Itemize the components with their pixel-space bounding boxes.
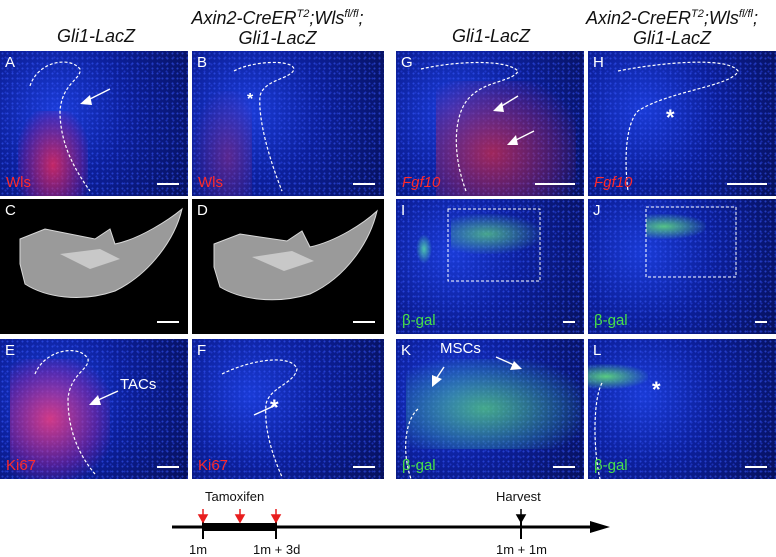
panel-letter: C bbox=[5, 202, 16, 219]
stain-label: Fgf10 bbox=[402, 174, 441, 191]
scale-bar bbox=[535, 183, 575, 185]
scale-bar bbox=[353, 183, 375, 185]
stain-label: β-gal bbox=[594, 457, 628, 474]
stain-label: β-gal bbox=[402, 457, 436, 474]
panel-letter: E bbox=[5, 342, 16, 359]
panel-letter: L bbox=[593, 342, 602, 359]
harvest-label: Harvest bbox=[496, 489, 541, 504]
panel-letter: J bbox=[593, 202, 601, 219]
stain-label: β-gal bbox=[594, 312, 628, 329]
asterisk-mark: * bbox=[666, 105, 675, 130]
panel-j: J β-gal bbox=[588, 199, 776, 334]
timeline: Tamoxifen Harvest 1m 1m + 3d 1m + 1m bbox=[0, 485, 776, 557]
scale-bar bbox=[157, 183, 179, 185]
panel-l: L * β-gal bbox=[588, 339, 776, 479]
panel-letter: G bbox=[401, 54, 413, 71]
panel-letter: D bbox=[197, 202, 208, 219]
timeline-arrowhead bbox=[590, 521, 610, 533]
panel-i: I β-gal bbox=[396, 199, 584, 334]
stain-label: Ki67 bbox=[198, 457, 229, 474]
panel-g: G Fgf10 bbox=[396, 51, 584, 196]
panel-letter: I bbox=[401, 202, 406, 219]
header-col3: Gli1-LacZ bbox=[451, 26, 531, 46]
panel-letter: H bbox=[593, 54, 604, 71]
panel-letter: K bbox=[401, 342, 412, 359]
scale-bar bbox=[353, 321, 375, 323]
asterisk-mark: * bbox=[652, 377, 661, 402]
header-col1: Gli1-LacZ bbox=[56, 26, 136, 46]
panel-d: D bbox=[192, 199, 384, 334]
panel-a: A Wls bbox=[0, 51, 188, 196]
scale-bar bbox=[157, 321, 179, 323]
asterisk-mark: * bbox=[270, 395, 279, 420]
scale-bar bbox=[157, 466, 179, 468]
stain-label: Wls bbox=[6, 174, 31, 191]
panel-c: C bbox=[0, 199, 188, 334]
scale-bar bbox=[755, 321, 767, 323]
tamoxifen-period bbox=[203, 523, 276, 531]
panel-e: E TACs Ki67 bbox=[0, 339, 188, 479]
time-1m-3d: 1m + 3d bbox=[253, 542, 301, 557]
panel-letter: B bbox=[197, 54, 208, 71]
asterisk-mark: * bbox=[247, 91, 254, 108]
scale-bar bbox=[727, 183, 767, 185]
scale-bar bbox=[745, 466, 767, 468]
stain-label: β-gal bbox=[402, 312, 436, 329]
annotation-label: MSCs bbox=[440, 340, 481, 357]
header-col4: Axin2-CreERT2;Wlsfl/fl; Gli1-LacZ bbox=[586, 8, 758, 48]
panel-k: K MSCs β-gal bbox=[396, 339, 584, 479]
scale-bar bbox=[563, 321, 575, 323]
time-1m: 1m bbox=[189, 542, 208, 557]
panel-h: H * Fgf10 bbox=[588, 51, 776, 196]
time-1m-1m: 1m + 1m bbox=[496, 542, 547, 557]
stain-label: Fgf10 bbox=[594, 174, 633, 191]
scale-bar bbox=[553, 466, 575, 468]
stain-label: Wls bbox=[198, 174, 223, 191]
tamoxifen-label: Tamoxifen bbox=[205, 489, 265, 504]
panel-letter: A bbox=[5, 54, 16, 71]
scale-bar bbox=[353, 466, 375, 468]
annotation-label: TACs bbox=[120, 376, 157, 393]
panel-b: B * Wls bbox=[192, 51, 384, 196]
panel-letter: F bbox=[197, 342, 207, 359]
header-col2: Axin2-CreERT2;Wlsfl/fl; Gli1-LacZ bbox=[191, 8, 364, 48]
stain-label: Ki67 bbox=[6, 457, 37, 474]
panel-f: F * Ki67 bbox=[192, 339, 384, 479]
